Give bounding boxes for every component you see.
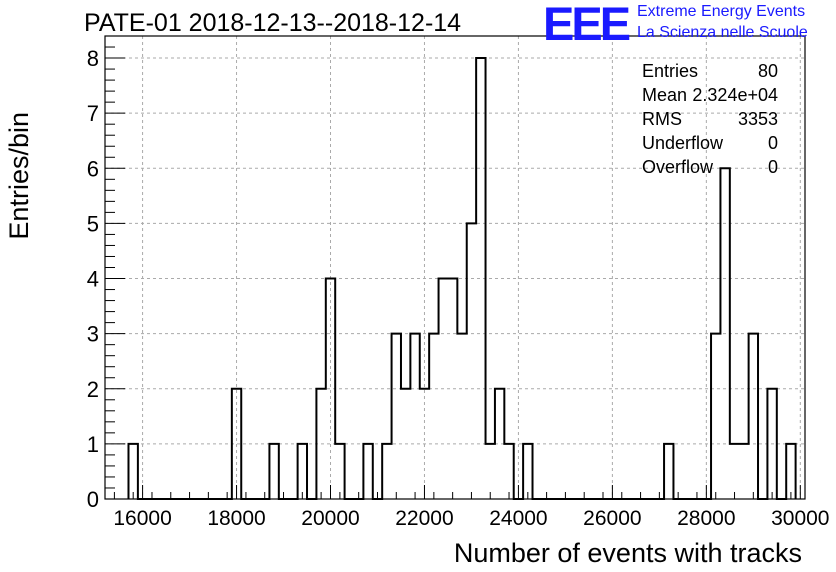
stat-row-entries: Entries 80 [642, 60, 778, 84]
y-tick-label: 7 [87, 101, 99, 126]
stat-underflow-name: Underflow [642, 133, 724, 153]
stat-row-overflow: Overflow 0 [642, 156, 778, 180]
stat-row-underflow: Underflow 0 [642, 132, 778, 156]
stats-box: Entries 80 Mean 2.324e+04 RMS 3353 Under… [642, 60, 778, 180]
x-tick-label: 26000 [583, 507, 641, 530]
y-tick-label: 3 [87, 322, 99, 347]
y-tick-label: 8 [87, 46, 99, 71]
y-tick-label: 0 [87, 487, 99, 512]
x-tick-label: 30000 [771, 507, 829, 530]
stat-rms-name: RMS [642, 109, 682, 129]
chart-title: PATE-01 2018-12-13--2018-12-14 [84, 9, 462, 37]
x-axis-label: Number of events with tracks [453, 538, 802, 568]
y-tick-label: 1 [87, 432, 99, 457]
x-tick-label: 16000 [113, 507, 171, 530]
axis-ticks: 16000 18000 20000 22000 24000 26000 28000 30000… [87, 46, 830, 530]
stat-overflow-value: 0 [767, 157, 778, 177]
grid-lines [105, 36, 805, 500]
logo-line-2: La Scienza nelle Scuole [637, 24, 808, 41]
x-tick-label: 18000 [207, 507, 265, 530]
stat-mean-name: Mean [642, 85, 688, 105]
stat-rms-value: 3353 [737, 109, 778, 129]
y-tick-label: 2 [87, 377, 99, 402]
logo-line-1: Extreme Energy Events [637, 3, 806, 20]
stat-row-mean: Mean 2.324e+04 [642, 84, 778, 108]
stat-entries-name: Entries [642, 61, 699, 81]
stat-mean-value: 2.324e+04 [692, 85, 778, 105]
y-tick-label: 5 [87, 211, 99, 236]
stat-underflow-value: 0 [767, 133, 778, 153]
y-tick-label: 6 [87, 156, 99, 181]
x-tick-label: 20000 [301, 507, 359, 530]
y-tick-label: 4 [87, 267, 99, 292]
stat-overflow-name: Overflow [642, 157, 714, 177]
x-tick-label: 28000 [677, 507, 735, 530]
stat-row-rms: RMS 3353 [642, 108, 778, 132]
y-axis-label: Entries/bin [4, 112, 34, 240]
eee-logo: EEE [543, 0, 631, 50]
stat-entries-value: 80 [757, 61, 778, 81]
x-tick-label: 24000 [489, 507, 547, 530]
x-tick-label: 22000 [395, 507, 453, 530]
